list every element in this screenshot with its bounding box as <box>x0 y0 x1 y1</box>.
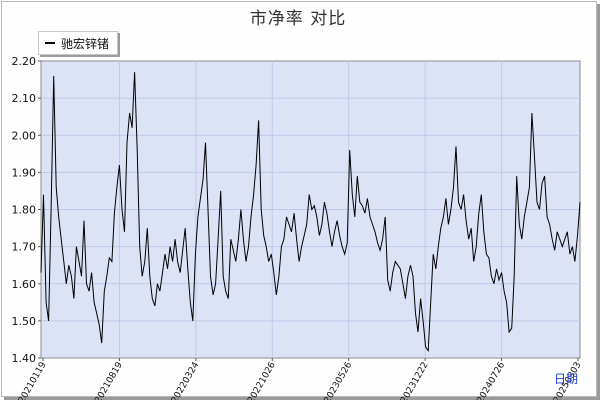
series-line <box>40 72 581 353</box>
y-tick-label: 2.20 <box>12 55 37 68</box>
legend: 驰宏锌锗 <box>38 31 119 55</box>
chart-title: 市净率 对比 <box>249 9 347 29</box>
y-tick-label: 1.80 <box>12 204 37 217</box>
x-axis: 20210119 20210819 20220324 20221026 20230526… <box>17 358 584 400</box>
x-tick-label: 20210119 <box>17 360 49 400</box>
x-tick-label: 20220324 <box>170 360 202 400</box>
x-tick-label: 20210819 <box>93 360 125 400</box>
y-tick-label: 1.90 <box>12 166 37 179</box>
y-tick-label: 2.00 <box>12 129 37 142</box>
grid-lines <box>41 61 580 358</box>
y-tick-label: 2.10 <box>12 92 37 105</box>
y-tick-label: 1.40 <box>12 352 37 365</box>
x-tick-label: 20231222 <box>399 361 431 400</box>
y-tick-label: 1.70 <box>12 241 37 254</box>
legend-swatch <box>45 42 55 44</box>
x-tick-label: 20230526 <box>323 360 355 400</box>
x-tick-label: 20240726 <box>476 360 508 400</box>
legend-label: 驰宏锌锗 <box>61 36 110 51</box>
date-link[interactable]: 日期 <box>554 372 579 386</box>
x-tick-label: 20221026 <box>246 360 278 400</box>
y-tick-label: 1.60 <box>12 278 37 291</box>
y-axis: 1.40 1.50 1.60 1.70 1.80 1.90 2.00 2.10 2.20 <box>12 55 41 365</box>
y-tick-label: 1.50 <box>12 315 37 328</box>
